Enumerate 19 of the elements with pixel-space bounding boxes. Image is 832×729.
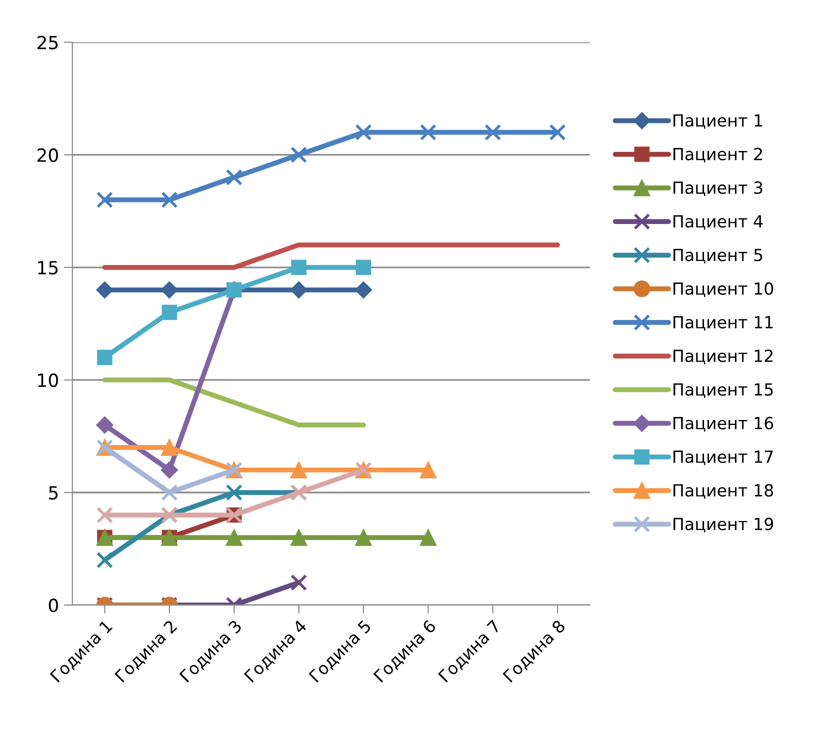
legend-label: Пациент 3: [674, 181, 762, 196]
legend-label: Пациент 17: [674, 450, 773, 466]
y-tick-label: 20: [38, 148, 58, 162]
y-tick-label: 0: [48, 598, 58, 612]
legend-label: Пациент 4: [674, 215, 763, 230]
legend-label: Пациент 5: [674, 248, 762, 264]
legend-label: Пациент 15: [674, 383, 773, 398]
y-tick-label: 5: [49, 486, 58, 500]
y-tick-label: 15: [38, 261, 58, 275]
legend-label: Пациент 10: [674, 282, 774, 297]
y-tick-label: 10: [38, 373, 58, 388]
legend-label: Пациент 11: [674, 316, 773, 331]
legend-label: Пациент 18: [674, 484, 774, 499]
legend-label: Пациент 19: [674, 518, 774, 532]
y-tick-label: 25: [38, 36, 58, 50]
legend-label: Пациент 12: [674, 350, 773, 364]
legend-label: Пациент 2: [674, 148, 762, 162]
legend-label: Пациент 1: [674, 114, 762, 129]
legend-label: Пациент 16: [674, 416, 774, 432]
